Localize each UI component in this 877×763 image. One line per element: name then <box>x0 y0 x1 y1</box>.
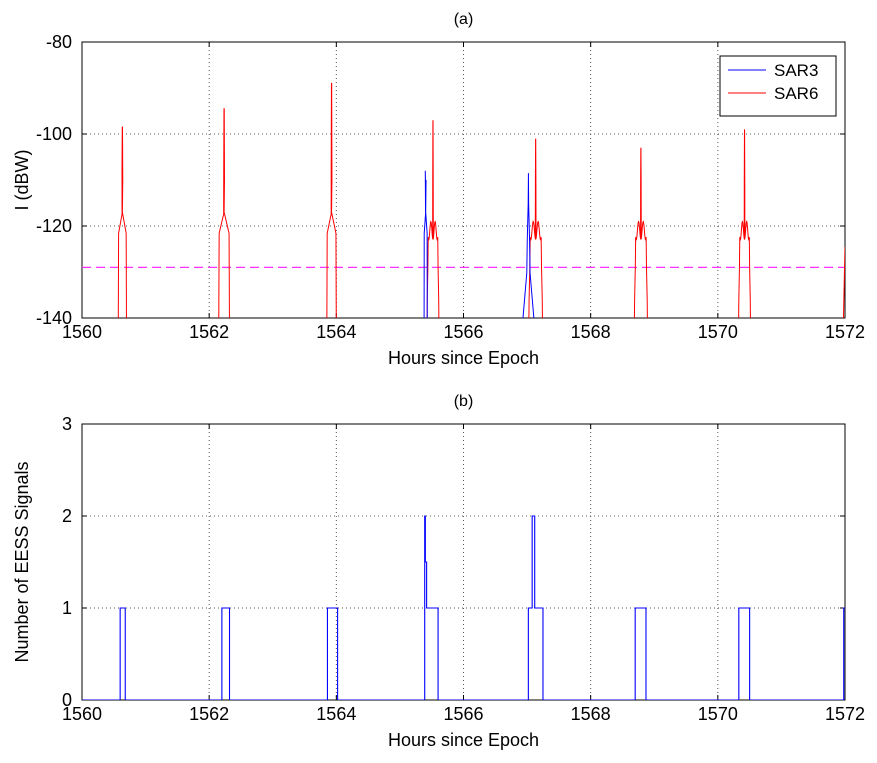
legend-label: SAR3 <box>774 61 818 80</box>
x-tick-label: 1564 <box>316 704 356 724</box>
legend-label: SAR6 <box>774 84 818 103</box>
x-tick-label: 1560 <box>62 704 102 724</box>
axes-1: 1560 1562 1564 1566 1568 1570 1572 0 1 2 3 (b) Hours… <box>12 393 865 750</box>
pass-sar6 <box>326 82 337 318</box>
y-tick-label: 3 <box>62 414 72 434</box>
legend-box <box>719 55 837 117</box>
y-tick-label: -80 <box>46 32 72 52</box>
x-tick-label: 1570 <box>698 704 738 724</box>
x-tick-label: 1564 <box>316 322 356 342</box>
x-tick-label: 1568 <box>571 322 611 342</box>
pass-sar3 <box>423 170 428 318</box>
pass-sar6 <box>633 147 648 318</box>
y-tick-label: 0 <box>62 690 72 710</box>
x-tick-label: 1570 <box>698 322 738 342</box>
y-tick-label: 2 <box>62 506 72 526</box>
pass-sar6 <box>842 246 845 318</box>
y-tick-label: -140 <box>36 308 72 328</box>
x-tick-label: 1562 <box>189 322 229 342</box>
pass-sar6 <box>218 108 230 318</box>
signal-count-line <box>82 515 845 700</box>
plot-lines-a <box>82 82 845 318</box>
x-tick-label: 1560 <box>62 322 102 342</box>
plot-lines-b <box>82 515 845 700</box>
x-axis-label: Hours since Epoch <box>388 348 539 368</box>
x-tick-label: 1566 <box>443 704 483 724</box>
chart-title: (b) <box>454 393 474 410</box>
pass-sar6 <box>528 138 543 318</box>
y-tick-label: 1 <box>62 598 72 618</box>
pass-sar6 <box>738 129 751 318</box>
y-tick-label: -100 <box>36 124 72 144</box>
y-axis-label: I (dBW) <box>12 150 32 211</box>
x-tick-label: 1568 <box>571 704 611 724</box>
pass-sar6 <box>426 120 440 318</box>
x-tick-label: 1566 <box>443 322 483 342</box>
x-tick-label: 1572 <box>825 322 865 342</box>
y-tick-label: -120 <box>36 216 72 236</box>
y-axis-label: Number of EESS Signals <box>12 461 32 662</box>
x-axis-label: Hours since Epoch <box>388 730 539 750</box>
legend: SAR3 SAR6 <box>719 55 837 117</box>
x-tick-label: 1572 <box>825 704 865 724</box>
series-sar6 <box>117 82 845 318</box>
axes-0: 1560 1562 1564 1566 1568 1570 1572 -140 -120 -100… <box>12 11 865 368</box>
plot-area <box>82 424 845 700</box>
series-sar3 <box>423 170 535 318</box>
pass-sar6 <box>117 126 127 318</box>
chart-title: (a) <box>454 11 474 28</box>
axes-frame <box>81 41 846 319</box>
pass-sar3 <box>522 173 535 318</box>
x-tick-label: 1562 <box>189 704 229 724</box>
plot-area <box>82 42 845 318</box>
